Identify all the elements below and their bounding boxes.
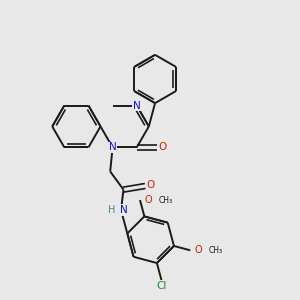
Text: N: N: [120, 205, 128, 215]
Text: O: O: [146, 179, 154, 190]
Text: H: H: [108, 205, 115, 215]
Text: O: O: [195, 245, 202, 255]
Text: O: O: [144, 195, 152, 205]
Text: N: N: [109, 142, 116, 152]
Text: CH₃: CH₃: [208, 246, 223, 255]
Text: O: O: [158, 142, 167, 152]
Text: N: N: [133, 100, 141, 110]
Text: Cl: Cl: [156, 281, 167, 291]
Text: CH₃: CH₃: [158, 196, 172, 205]
